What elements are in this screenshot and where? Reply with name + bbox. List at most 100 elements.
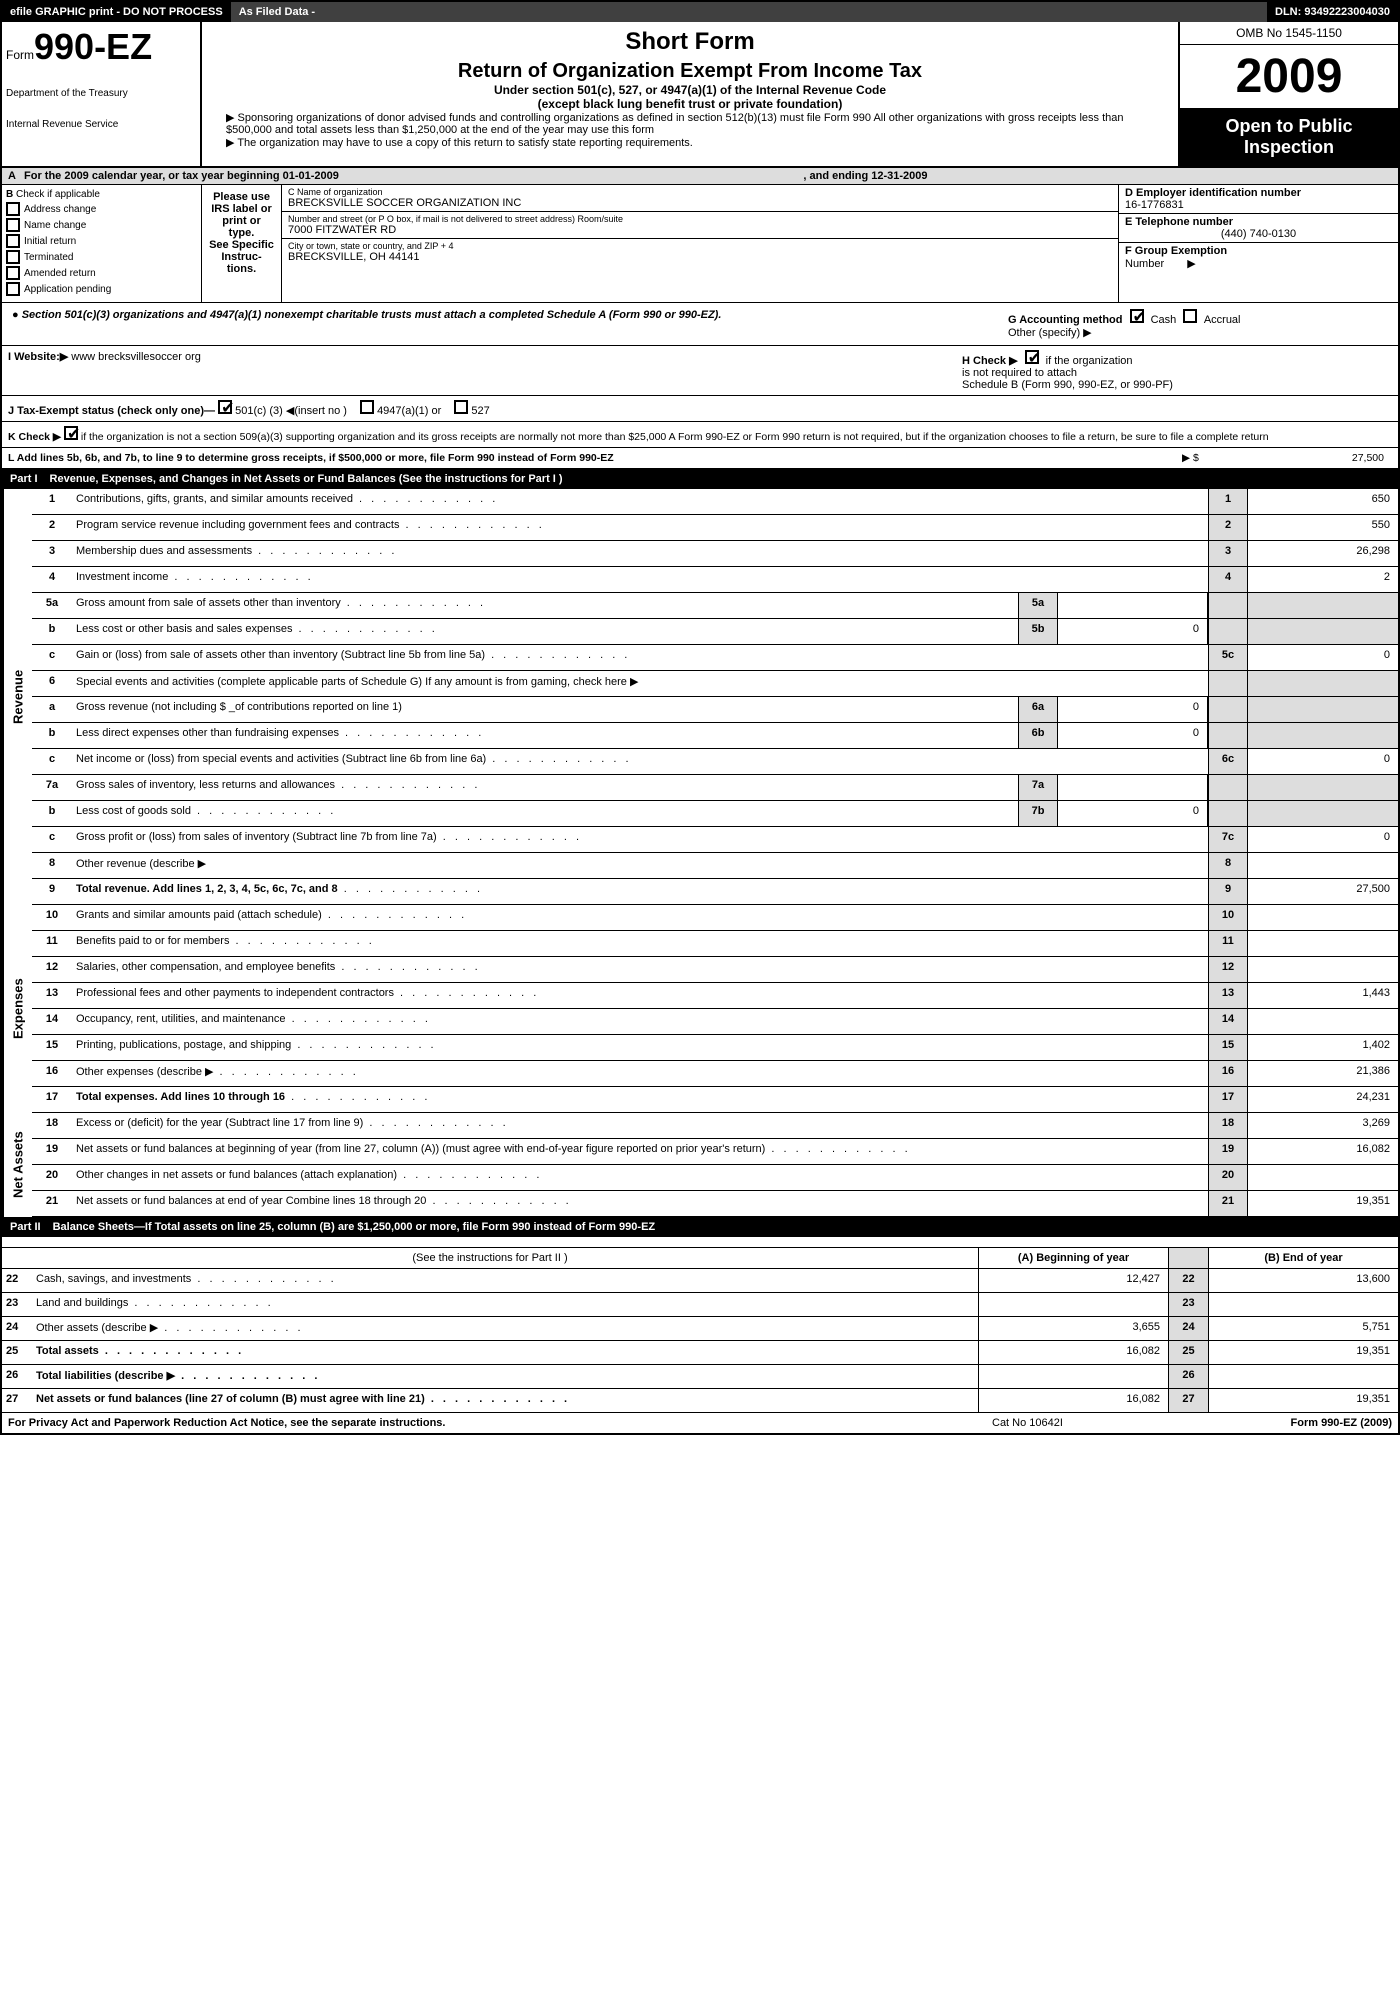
end-num: 14	[1208, 1009, 1248, 1034]
end-val: 3,269	[1248, 1113, 1398, 1138]
open-public-2: Inspection	[1188, 137, 1390, 158]
p2-desc: Land and buildings	[32, 1293, 978, 1316]
p2-col-a	[978, 1293, 1168, 1316]
line-4: 4Investment income42	[32, 567, 1398, 593]
line-15: 15Printing, publications, postage, and s…	[32, 1035, 1398, 1061]
checkbox-name-change[interactable]	[6, 218, 20, 232]
line-desc: Other revenue (describe ▶	[72, 853, 1208, 878]
line-11: 11Benefits paid to or for members11	[32, 931, 1398, 957]
p2-num: 25	[2, 1341, 32, 1364]
line-10: 10Grants and similar amounts paid (attac…	[32, 905, 1398, 931]
mid-num: 6a	[1018, 697, 1058, 722]
line-a: aGross revenue (not including $ _of cont…	[32, 697, 1398, 723]
checkbox-schedule-b[interactable]	[1025, 350, 1039, 364]
p2-line-24: 24Other assets (describe ▶3,655245,751	[2, 1317, 1398, 1341]
part-1-header: Part I Revenue, Expenses, and Changes in…	[2, 469, 1398, 489]
header-right: OMB No 1545-1150 2009 Open to Public Ins…	[1178, 22, 1398, 166]
open-public-1: Open to Public	[1188, 116, 1390, 137]
please-text-2: See Specific Instruc-tions.	[208, 239, 275, 275]
efile-notice: efile GRAPHIC print - DO NOT PROCESS	[2, 2, 231, 22]
checkbox-501c[interactable]	[218, 400, 232, 414]
checkbox-pending[interactable]	[6, 282, 20, 296]
checkbox-amended[interactable]	[6, 266, 20, 280]
mid-val	[1058, 593, 1208, 618]
subtitle-1: Under section 501(c), 527, or 4947(a)(1)…	[220, 83, 1160, 97]
end-val: 1,443	[1248, 983, 1398, 1008]
p2-mid-num: 22	[1168, 1269, 1208, 1292]
line-desc: Net assets or fund balances at beginning…	[72, 1139, 1208, 1164]
checkbox-cash[interactable]	[1130, 309, 1144, 323]
end-num-grey	[1208, 671, 1248, 696]
checkbox-4947[interactable]	[360, 400, 374, 414]
open-public-inspection: Open to Public Inspection	[1180, 108, 1398, 166]
h-text-2: is not required to attach	[962, 367, 1077, 379]
form-footer: For Privacy Act and Paperwork Reduction …	[2, 1413, 1398, 1433]
line-desc: Special events and activities (complete …	[72, 671, 1208, 696]
end-num: 19	[1208, 1139, 1248, 1164]
line-num: b	[32, 801, 72, 826]
section-501c3-note: ● Section 501(c)(3) organizations and 49…	[2, 303, 1398, 346]
irs: Internal Revenue Service	[6, 119, 196, 130]
checkbox-527[interactable]	[454, 400, 468, 414]
end-num-grey	[1208, 593, 1248, 618]
part2-instructions: (See the instructions for Part II )	[2, 1248, 978, 1268]
line-desc: Net income or (loss) from special events…	[72, 749, 1208, 774]
part-1-label: Part I	[10, 473, 50, 485]
end-num: 20	[1208, 1165, 1248, 1190]
line-num: 12	[32, 957, 72, 982]
checkbox-accrual[interactable]	[1183, 309, 1197, 323]
name-address-column: C Name of organization BRECKSVILLE SOCCE…	[282, 185, 1118, 302]
checkbox-terminated[interactable]	[6, 250, 20, 264]
e-phone-label: E Telephone number	[1125, 216, 1392, 228]
checkbox-initial-return[interactable]	[6, 234, 20, 248]
end-num: 5c	[1208, 645, 1248, 670]
revenue-side-label: Revenue	[2, 489, 32, 905]
part-2-label: Part II	[10, 1221, 53, 1233]
net-assets-section: Net Assets 18Excess or (deficit) for the…	[2, 1113, 1398, 1217]
please-use-label: Please use IRS label or print or type. S…	[202, 185, 282, 302]
i-website-label: I Website:▶	[8, 351, 68, 363]
line-7a: 7aGross sales of inventory, less returns…	[32, 775, 1398, 801]
end-val: 16,082	[1248, 1139, 1398, 1164]
end-num: 17	[1208, 1087, 1248, 1112]
mid-num: 5a	[1018, 593, 1058, 618]
right-info-column: D Employer identification number 16-1776…	[1118, 185, 1398, 302]
checkbox-address-change[interactable]	[6, 202, 20, 216]
end-val	[1248, 957, 1398, 982]
p2-col-a: 16,082	[978, 1341, 1168, 1364]
entity-row: B Check if applicable Address change Nam…	[2, 185, 1398, 303]
p2-num: 27	[2, 1389, 32, 1412]
line-desc: Less cost of goods sold	[72, 801, 1018, 826]
p2-col-a: 16,082	[978, 1389, 1168, 1412]
return-title: Return of Organization Exempt From Incom…	[220, 60, 1160, 83]
l-gross-receipts: 27,500	[1242, 452, 1392, 464]
p2-col-b: 13,600	[1208, 1269, 1398, 1292]
p2-col-b	[1208, 1293, 1398, 1316]
end-num: 18	[1208, 1113, 1248, 1138]
lbl-accrual: Accrual	[1204, 314, 1241, 326]
tax-year: 2009	[1180, 45, 1398, 108]
p2-num: 23	[2, 1293, 32, 1316]
line-b: bLess cost or other basis and sales expe…	[32, 619, 1398, 645]
part-1-title: Revenue, Expenses, and Changes in Net As…	[50, 473, 1390, 485]
p2-line-27: 27Net assets or fund balances (line 27 o…	[2, 1389, 1398, 1413]
d-ein-label: D Employer identification number	[1125, 187, 1392, 199]
p2-desc: Total assets	[32, 1341, 978, 1364]
checkbox-k[interactable]	[64, 426, 78, 440]
p2-col-a: 12,427	[978, 1269, 1168, 1292]
line-num: a	[32, 697, 72, 722]
end-num: 15	[1208, 1035, 1248, 1060]
line-num: 11	[32, 931, 72, 956]
end-val	[1248, 931, 1398, 956]
p2-line-22: 22Cash, savings, and investments12,42722…	[2, 1269, 1398, 1293]
line-num: 6	[32, 671, 72, 696]
end-val-grey	[1248, 671, 1398, 696]
p2-col-a	[978, 1365, 1168, 1388]
subtitle-2: (except black lung benefit trust or priv…	[220, 97, 1160, 111]
end-num: 9	[1208, 879, 1248, 904]
please-text-1: Please use IRS label or print or type.	[208, 191, 275, 239]
end-val: 0	[1248, 645, 1398, 670]
p2-line-26: 26Total liabilities (describe ▶26	[2, 1365, 1398, 1389]
website-value: www brecksvillesoccer org	[71, 351, 201, 363]
end-val-grey	[1248, 801, 1398, 826]
